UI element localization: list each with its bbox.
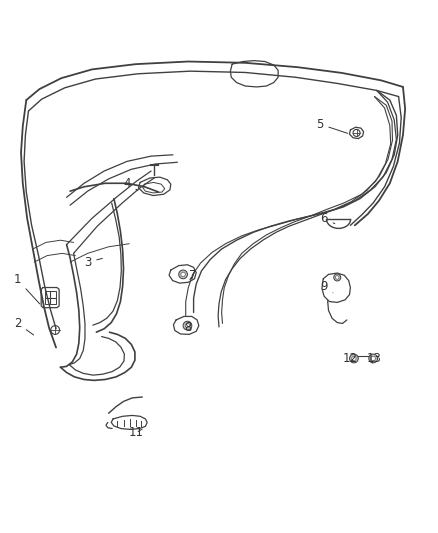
Circle shape — [181, 272, 185, 277]
Circle shape — [183, 321, 192, 330]
Text: 2: 2 — [14, 317, 34, 335]
Text: 6: 6 — [320, 212, 335, 225]
Text: 11: 11 — [128, 426, 143, 439]
Text: 12: 12 — [343, 352, 358, 365]
Text: 7: 7 — [189, 269, 197, 282]
Text: 13: 13 — [367, 352, 382, 365]
Circle shape — [350, 354, 358, 363]
Text: 4: 4 — [123, 177, 138, 190]
Circle shape — [336, 276, 339, 279]
Circle shape — [334, 274, 341, 281]
Circle shape — [352, 356, 356, 361]
Circle shape — [185, 324, 190, 328]
Text: 5: 5 — [316, 118, 348, 133]
Text: 8: 8 — [185, 321, 192, 334]
Text: 1: 1 — [14, 273, 40, 304]
Circle shape — [371, 356, 375, 361]
Text: 9: 9 — [320, 280, 333, 293]
Circle shape — [179, 270, 187, 279]
Circle shape — [369, 354, 378, 363]
Text: 3: 3 — [84, 256, 102, 269]
